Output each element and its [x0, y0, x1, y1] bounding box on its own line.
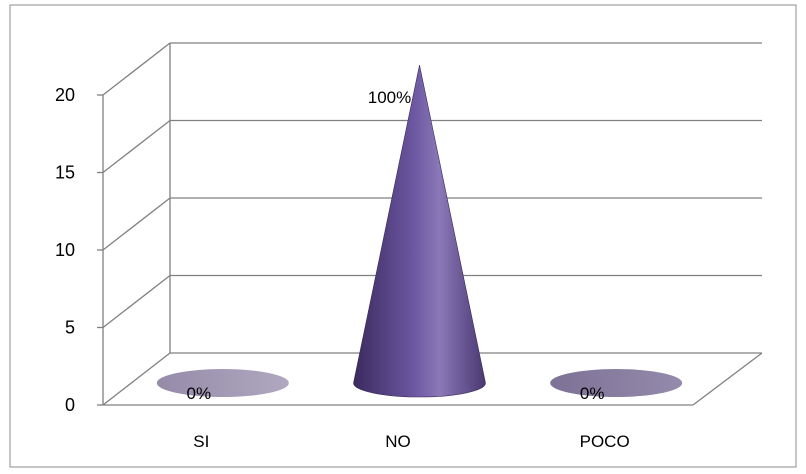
y-tick-label: 15 [55, 163, 75, 183]
data-label-poco: 0% [580, 384, 605, 403]
y-tick-label: 0 [65, 395, 75, 415]
category-label-poco: POCO [580, 432, 630, 451]
mark-layer [156, 64, 683, 398]
category-label-no: NO [385, 432, 411, 451]
cone-body-no [353, 64, 486, 398]
data-label-si: 0% [187, 384, 212, 403]
grid-layer [102, 42, 762, 406]
gridline-wall-0 [102, 352, 171, 406]
floor-right-edge [692, 352, 763, 406]
gridline-wall-10 [102, 197, 171, 251]
y-tick-label: 20 [55, 85, 75, 105]
data-label-no: 100% [368, 88, 411, 107]
category-label-si: SI [193, 432, 209, 451]
cone-base-si [156, 369, 289, 397]
gridline-wall-15 [102, 119, 171, 174]
gridline-wall-5 [102, 274, 171, 329]
y-tick-label: 5 [65, 318, 75, 338]
y-tick-label: 10 [55, 240, 75, 260]
cone-no [353, 64, 486, 398]
cone-base-poco [550, 369, 683, 397]
gridline-wall-20 [102, 42, 171, 96]
axis-layer [97, 43, 763, 406]
label-layer: 0 5 10 15 20 0% SI 100% NO 0% POCO [55, 85, 630, 451]
